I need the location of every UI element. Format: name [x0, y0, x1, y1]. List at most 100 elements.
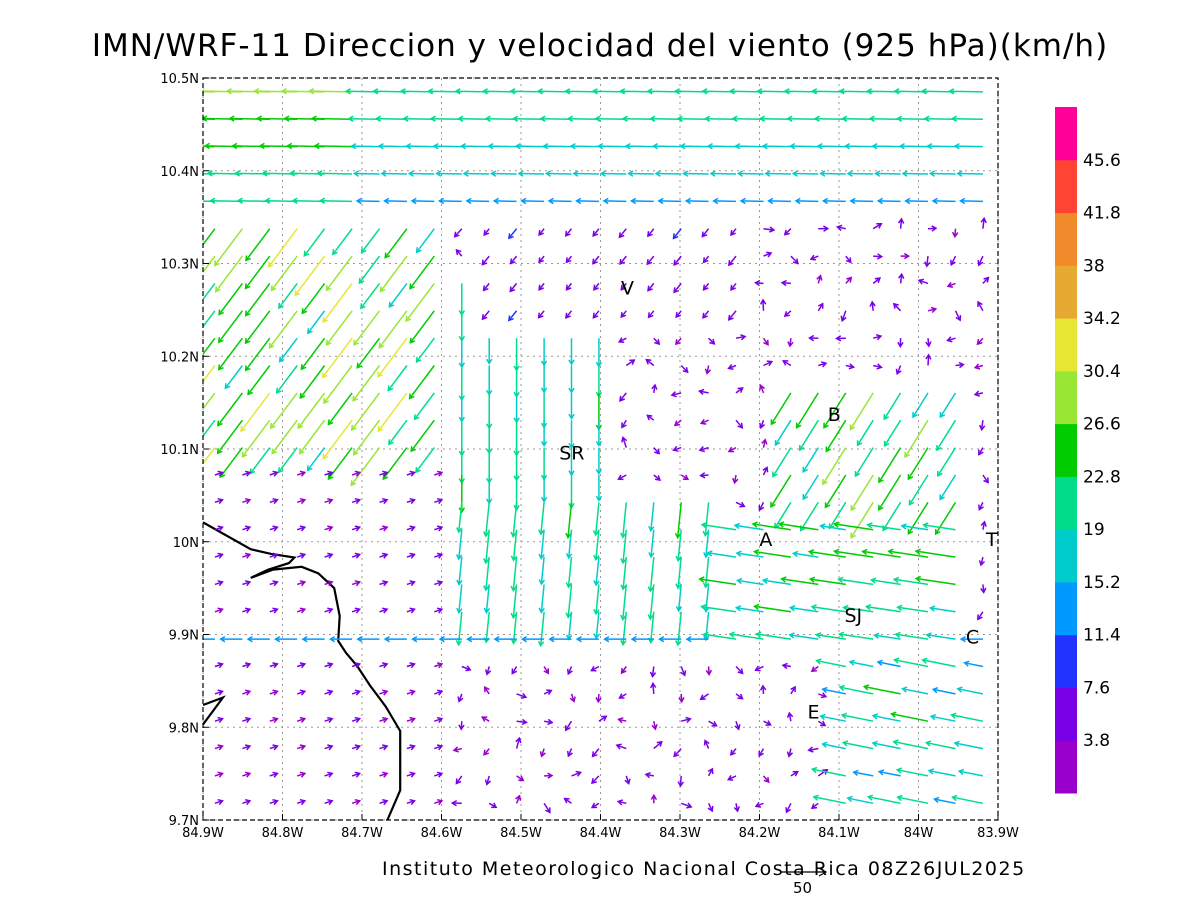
wind-arrow	[565, 584, 573, 619]
wind-arrow	[759, 419, 766, 430]
wind-arrow	[484, 775, 492, 786]
wind-arrow	[978, 447, 984, 456]
wind-arrow	[871, 142, 901, 150]
colorbar-swatch	[1055, 370, 1077, 425]
wind-arrow	[924, 740, 956, 750]
wind-arrow	[538, 228, 545, 237]
wind-arrow	[835, 335, 846, 342]
wind-arrow	[677, 775, 685, 788]
wind-arrow	[380, 170, 407, 177]
wind-arrow	[324, 497, 334, 505]
wind-arrow	[569, 693, 576, 703]
wind-arrow	[603, 635, 627, 643]
wind-arrow	[708, 337, 716, 345]
wind-arrow	[242, 607, 252, 614]
wind-arrow	[752, 549, 792, 558]
wind-arrow	[203, 419, 216, 438]
wind-arrow	[379, 744, 389, 751]
wind-arrow	[951, 228, 959, 239]
wind-arrow	[703, 529, 710, 559]
wind-arrow	[465, 197, 490, 205]
wind-arrow	[932, 796, 956, 805]
wind-arrow	[510, 529, 518, 562]
wind-arrow	[698, 445, 709, 453]
reference-vector: 50	[780, 867, 828, 897]
wind-arrow	[244, 255, 271, 290]
wind-arrow	[897, 217, 905, 229]
wind-arrow	[917, 278, 929, 285]
x-tick-label: 84.9W	[182, 826, 224, 841]
wind-arrow	[814, 632, 846, 640]
colorbar-swatch	[1055, 740, 1077, 794]
wind-arrow	[979, 420, 986, 432]
wind-arrow	[520, 635, 545, 643]
wind-arrow	[244, 310, 271, 345]
wind-arrow	[734, 720, 741, 731]
wind-arrow	[892, 576, 929, 586]
wind-arrow	[877, 769, 901, 777]
wind-arrow	[565, 502, 573, 540]
wind-arrow	[946, 336, 956, 343]
wind-arrow	[878, 474, 902, 512]
wind-arrow	[787, 338, 794, 348]
wind-arrow	[854, 447, 874, 478]
wind-arrow	[620, 666, 627, 675]
wind-arrow	[799, 419, 819, 452]
place-label: T	[985, 529, 998, 551]
wind-arrow	[566, 115, 599, 122]
wind-arrow	[650, 793, 658, 804]
wind-arrow	[510, 584, 518, 620]
wind-arrow	[841, 740, 874, 750]
wind-arrow	[455, 248, 463, 257]
wind-arrow	[515, 794, 522, 804]
wind-arrow	[296, 744, 307, 751]
wind-arrow	[413, 392, 435, 421]
wind-arrow	[538, 557, 546, 586]
wind-arrow	[936, 419, 957, 452]
wind-arrow	[456, 529, 463, 561]
wind-arrow	[646, 255, 655, 266]
wind-arrow	[709, 170, 737, 177]
wind-arrow	[658, 635, 682, 643]
wind-arrow	[377, 337, 408, 378]
wind-arrow	[868, 115, 901, 122]
wind-arrow	[539, 115, 572, 122]
wind-arrow	[242, 771, 252, 778]
wind-arrow	[456, 584, 463, 615]
place-labels: V SR B A SJ C E T	[559, 278, 998, 724]
wind-arrow	[242, 497, 252, 505]
wind-arrow	[871, 713, 901, 722]
wind-arrow	[296, 798, 307, 806]
wind-arrow	[727, 310, 737, 322]
wind-arrow	[388, 419, 408, 446]
wind-arrow	[950, 712, 984, 722]
wind-arrow	[819, 713, 846, 722]
x-tick-label: 84.7W	[341, 826, 383, 841]
wind-arrow	[388, 282, 408, 308]
wind-arrow	[980, 520, 987, 530]
wind-arrow	[736, 577, 764, 586]
wind-arrow	[406, 552, 416, 559]
wind-arrow	[846, 795, 874, 805]
wind-arrow	[842, 604, 874, 613]
wind-arrow	[625, 359, 636, 367]
wind-arrow	[356, 337, 381, 369]
wind-arrow	[629, 197, 654, 205]
wind-arrow	[685, 635, 709, 643]
wind-arrow	[780, 576, 819, 586]
wind-arrow	[434, 580, 444, 587]
wind-arrow	[402, 115, 435, 122]
wind-arrow	[296, 716, 307, 723]
wind-arrow	[845, 255, 852, 264]
wind-arrow	[982, 276, 990, 284]
wind-arrow	[538, 255, 545, 264]
wind-arrow	[762, 775, 770, 784]
wind-arrow	[788, 605, 819, 613]
wind-arrow	[730, 228, 737, 237]
wind-arrow	[929, 605, 956, 613]
wind-arrow	[245, 228, 271, 262]
wind-arrow	[244, 282, 271, 317]
wind-arrow	[934, 501, 957, 536]
wind-arrow	[543, 802, 551, 814]
wind-arrow	[564, 720, 573, 732]
